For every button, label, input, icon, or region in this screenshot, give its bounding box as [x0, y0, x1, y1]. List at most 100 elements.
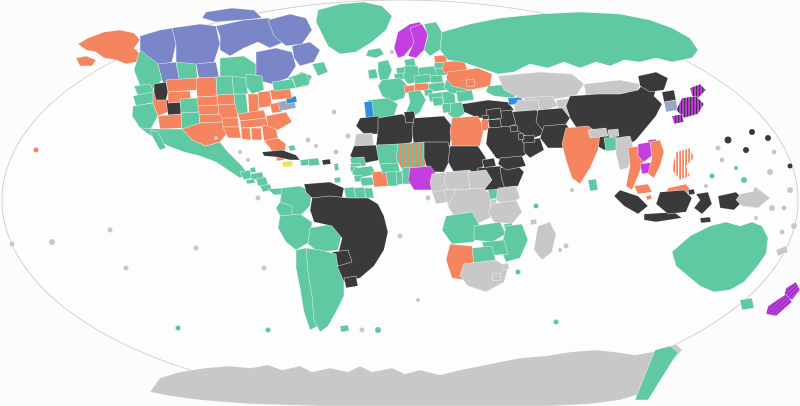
- bulgaria: [456, 90, 474, 102]
- trinidad: [334, 177, 341, 183]
- region-oceania: [672, 129, 800, 316]
- usa-nebraska: [197, 96, 218, 106]
- usa-montana: [166, 78, 198, 92]
- indonesia-sumatra: [614, 190, 648, 214]
- wake-island: [743, 147, 749, 153]
- azores-islands: [331, 109, 337, 115]
- yemen: [498, 156, 526, 170]
- cuba: [262, 150, 300, 160]
- reunion-island: [558, 248, 562, 252]
- japan-honshu: [676, 96, 704, 118]
- italy: [406, 90, 426, 118]
- moldova: [466, 79, 475, 87]
- region-africa: [333, 111, 569, 292]
- canada-baffin: [268, 14, 312, 46]
- bermuda-island: [305, 137, 311, 143]
- south-sudan: [468, 170, 492, 190]
- egypt: [450, 116, 484, 148]
- region-north-america: [76, 2, 392, 195]
- south-georgia-island: [375, 327, 381, 333]
- usa-colorado: [180, 98, 199, 113]
- hawaii-islands: [724, 136, 732, 144]
- midway-islands: [749, 129, 755, 135]
- micronesia-islands: [741, 177, 747, 183]
- comoros: [530, 219, 537, 225]
- jamaica: [282, 161, 293, 167]
- malaysia: [634, 184, 652, 194]
- qatar: [518, 133, 524, 140]
- singapore: [646, 195, 652, 200]
- easter-island: [193, 245, 199, 251]
- elsalvador: [246, 179, 255, 184]
- usa-louisiana: [223, 127, 241, 138]
- albania: [442, 103, 451, 113]
- new-zealand-north: [784, 282, 800, 300]
- usa-mississippi: [241, 128, 251, 140]
- maldives-islands: [570, 188, 574, 192]
- usa-oklahoma: [199, 114, 223, 123]
- usa-ohio: [258, 91, 272, 108]
- south-atlantic-island-a: [416, 298, 420, 302]
- mauritius-island: [563, 243, 569, 249]
- czechia: [414, 74, 431, 84]
- mexico: [140, 128, 248, 178]
- south-africa: [460, 260, 508, 292]
- usa-indiana: [248, 94, 259, 113]
- liberia: [360, 177, 374, 186]
- oman: [524, 138, 544, 158]
- usa-newengland: [292, 73, 310, 88]
- japan-kyushu: [672, 114, 684, 124]
- indonesia-papua: [718, 192, 744, 210]
- french-guiana: [364, 188, 374, 198]
- belize: [250, 167, 256, 173]
- gambia: [350, 163, 361, 167]
- usa-arkansas: [222, 118, 239, 127]
- pacific-island-b: [737, 195, 743, 201]
- uruguay: [344, 276, 358, 288]
- pacific-island-k: [175, 325, 181, 331]
- canada-nunavut-islands: [202, 8, 262, 22]
- sao-tome-island: [425, 195, 431, 201]
- usa-iowa: [217, 94, 235, 105]
- ukraine: [446, 68, 492, 90]
- zambia: [474, 222, 506, 242]
- sweden: [408, 24, 428, 58]
- netherlands: [396, 67, 405, 74]
- pacific-island-j: [123, 265, 129, 271]
- hawaii-small-a: [33, 147, 39, 153]
- ireland: [368, 69, 378, 79]
- canada-labrador: [292, 42, 320, 66]
- johnston-atoll: [765, 135, 771, 141]
- eritrea: [482, 158, 496, 168]
- indian-ocean-island-a: [553, 319, 559, 325]
- pacific-island-a: [704, 184, 708, 188]
- usa-idaho: [154, 82, 168, 100]
- pacific-island-f: [771, 149, 777, 155]
- falkland-islands: [340, 325, 349, 332]
- region-antarctica: [150, 344, 682, 406]
- lesotho: [492, 273, 501, 281]
- nepal: [588, 128, 608, 138]
- canada-newfoundland: [312, 62, 328, 76]
- russia: [440, 12, 698, 74]
- guinea: [352, 166, 376, 178]
- vietnam: [648, 140, 664, 178]
- region-asia: [481, 72, 744, 223]
- marshall-islands: [767, 169, 773, 175]
- usa-carolinas: [266, 112, 292, 130]
- fiji-islands: [791, 223, 797, 229]
- pacific-island-e: [787, 163, 793, 169]
- pacific-island-i: [9, 241, 15, 247]
- indonesia-sulawesi: [694, 192, 712, 214]
- dominican-republic: [308, 158, 320, 166]
- laos: [638, 142, 654, 162]
- timor-leste: [700, 217, 711, 223]
- china-northeast: [638, 72, 668, 92]
- usa-dakotas: [196, 77, 217, 97]
- slovakia: [430, 75, 443, 83]
- france: [378, 78, 408, 102]
- pacific-island-l: [265, 327, 271, 333]
- western-sahara: [354, 133, 374, 147]
- peru: [278, 214, 312, 250]
- ocean-islands: [9, 50, 559, 333]
